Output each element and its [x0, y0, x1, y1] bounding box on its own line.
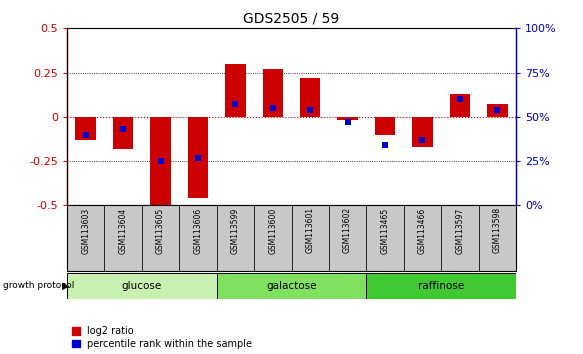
Bar — [225, 64, 245, 117]
Point — [343, 119, 352, 125]
Point — [493, 107, 502, 113]
Text: GSM113600: GSM113600 — [268, 207, 278, 253]
Bar — [179, 205, 217, 271]
Text: galactose: galactose — [266, 281, 317, 291]
Point — [118, 126, 128, 132]
Text: GSM113599: GSM113599 — [231, 207, 240, 253]
Bar — [300, 78, 321, 117]
Bar — [338, 117, 358, 120]
Point — [305, 107, 315, 113]
Bar — [403, 205, 441, 271]
Bar — [366, 273, 516, 299]
Bar — [142, 205, 180, 271]
Bar — [487, 104, 508, 117]
Text: GSM113601: GSM113601 — [305, 207, 315, 253]
Text: raffinose: raffinose — [418, 281, 464, 291]
Text: ▶: ▶ — [62, 281, 70, 291]
Text: GSM113598: GSM113598 — [493, 207, 502, 253]
Bar — [188, 117, 208, 198]
Bar — [412, 117, 433, 147]
Text: GSM113605: GSM113605 — [156, 207, 165, 253]
Bar — [75, 117, 96, 140]
Bar — [479, 205, 516, 271]
Bar — [262, 69, 283, 117]
Bar — [441, 205, 479, 271]
Text: growth protocol: growth protocol — [3, 281, 74, 290]
Bar — [449, 94, 470, 117]
Point — [81, 132, 90, 137]
Text: GSM113597: GSM113597 — [455, 207, 464, 253]
Bar — [375, 117, 395, 135]
Point — [455, 96, 465, 102]
Bar — [67, 205, 104, 271]
Bar — [217, 205, 254, 271]
Text: GSM113466: GSM113466 — [418, 207, 427, 253]
Text: GSM113602: GSM113602 — [343, 207, 352, 253]
Bar — [104, 205, 142, 271]
Text: GSM113606: GSM113606 — [194, 207, 202, 253]
Point — [156, 158, 165, 164]
Text: GSM113603: GSM113603 — [81, 207, 90, 253]
Bar — [67, 273, 217, 299]
Text: GSM113465: GSM113465 — [381, 207, 389, 253]
Bar — [217, 273, 366, 299]
Point — [418, 137, 427, 143]
Point — [380, 142, 389, 148]
Bar — [150, 117, 171, 209]
Bar — [329, 205, 366, 271]
Text: GSM113604: GSM113604 — [119, 207, 128, 253]
Bar — [113, 117, 134, 149]
Legend: log2 ratio, percentile rank within the sample: log2 ratio, percentile rank within the s… — [72, 326, 252, 349]
Bar — [292, 205, 329, 271]
Point — [268, 105, 278, 111]
Point — [231, 102, 240, 107]
Bar — [366, 205, 403, 271]
Bar — [254, 205, 292, 271]
Point — [194, 155, 203, 160]
Title: GDS2505 / 59: GDS2505 / 59 — [243, 12, 340, 26]
Text: glucose: glucose — [122, 281, 162, 291]
